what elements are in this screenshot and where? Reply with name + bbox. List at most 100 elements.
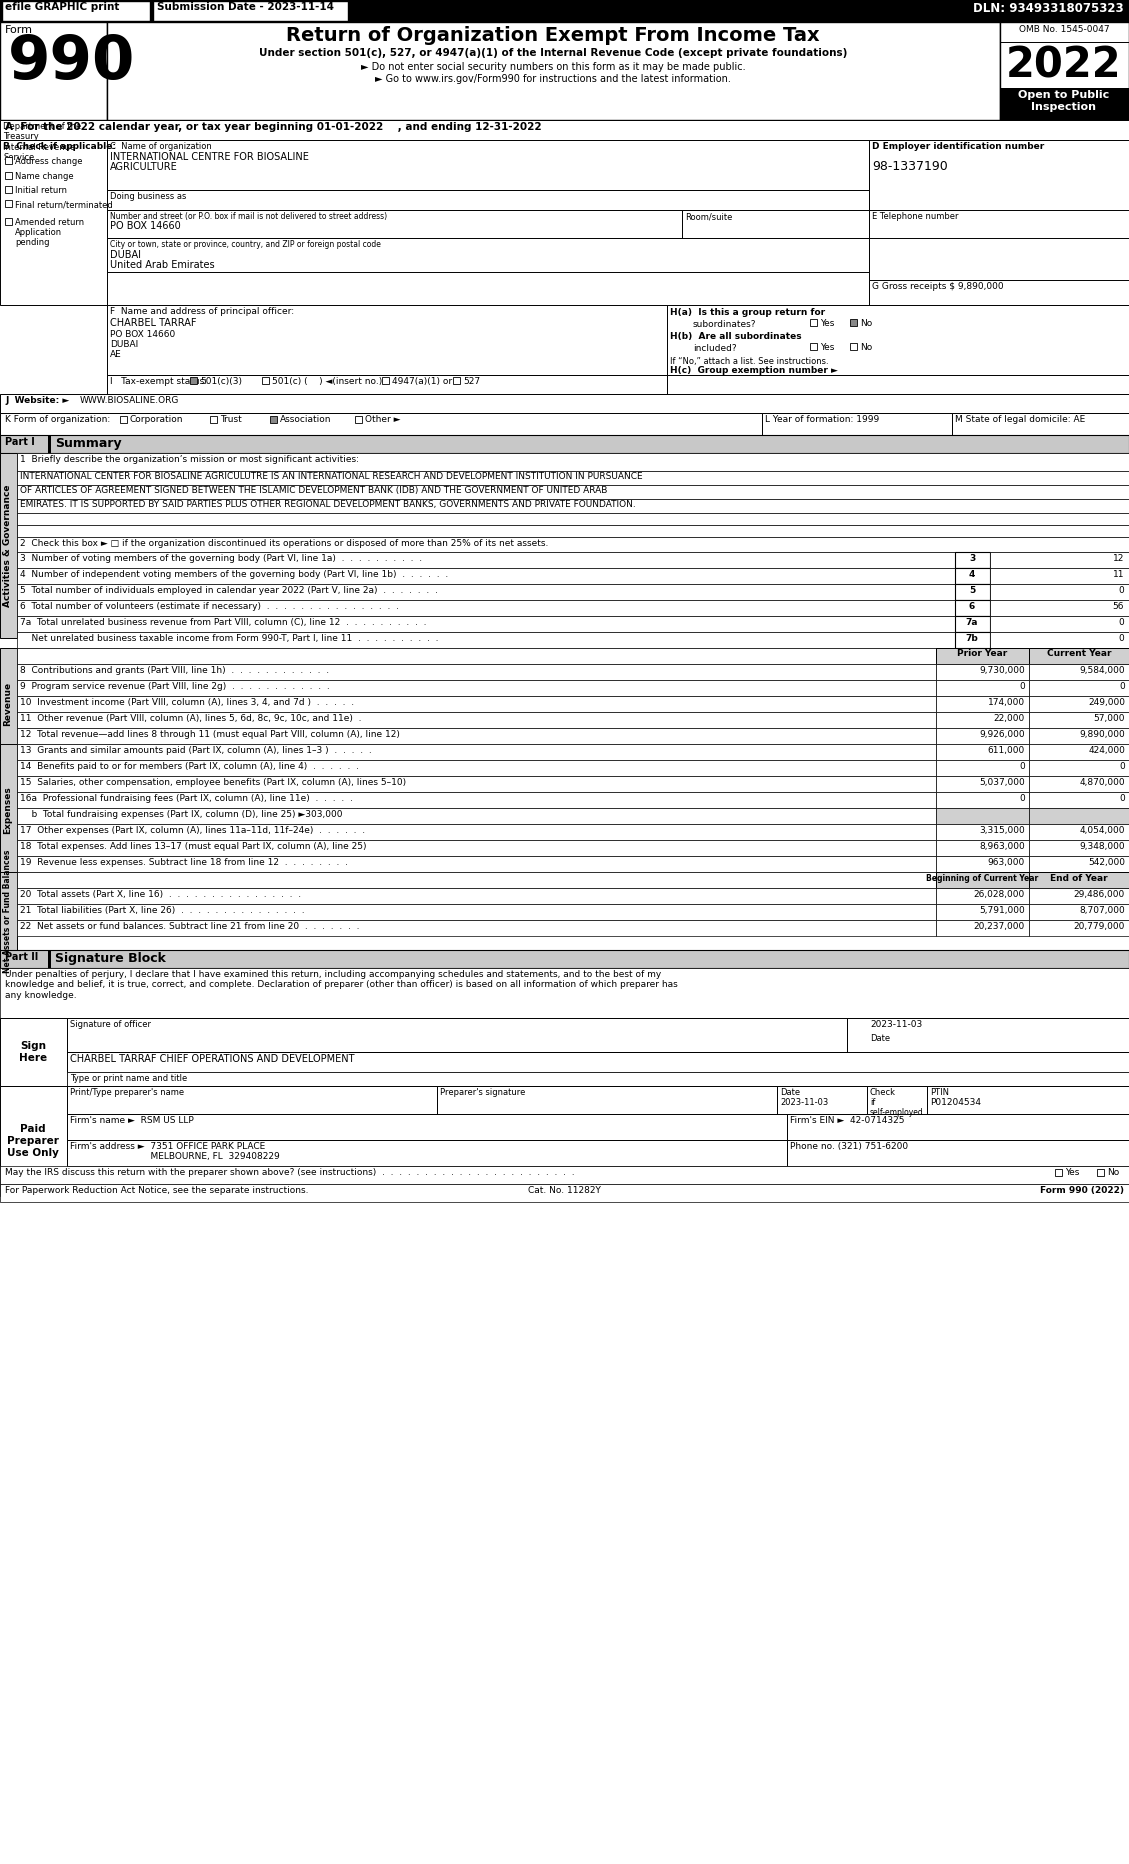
Text: E Telephone number: E Telephone number [872, 212, 959, 222]
Bar [17, 513, 1129, 526]
Bar [17, 856, 936, 872]
Bar [1000, 22, 1129, 119]
Bar [1029, 775, 1129, 792]
Text: 21  Total liabilities (Part X, line 26)  .  .  .  .  .  .  .  .  .  .  .  .  .  : 21 Total liabilities (Part X, line 26) .… [20, 906, 305, 915]
Text: Under penalties of perjury, I declare that I have examined this return, includin: Under penalties of perjury, I declare th… [5, 969, 677, 999]
Bar [850, 343, 857, 350]
Text: subordinates?: subordinates? [693, 321, 756, 330]
Bar [955, 615, 990, 632]
Text: 18  Total expenses. Add lines 13–17 (must equal Part IX, column (A), line 25): 18 Total expenses. Add lines 13–17 (must… [20, 843, 367, 852]
Text: 4,054,000: 4,054,000 [1079, 826, 1124, 835]
Bar [1029, 649, 1129, 664]
Text: End of Year: End of Year [1050, 874, 1108, 884]
Text: PTIN: PTIN [930, 1089, 949, 1098]
Bar [17, 824, 936, 841]
Text: 0: 0 [1019, 682, 1025, 692]
Bar [17, 583, 955, 600]
Text: if: if [870, 1098, 875, 1107]
Text: Check: Check [870, 1089, 896, 1098]
Bar [0, 119, 1129, 140]
Text: 14  Benefits paid to or for members (Part IX, column (A), line 4)  .  .  .  .  .: 14 Benefits paid to or for members (Part… [20, 762, 359, 772]
Text: Yes: Yes [820, 319, 834, 328]
Text: 0: 0 [1118, 619, 1124, 626]
Bar [107, 211, 682, 239]
Bar [453, 377, 460, 384]
Text: 98-1337190: 98-1337190 [872, 160, 947, 173]
Bar [787, 1141, 1129, 1167]
Text: F  Name and address of principal officer:: F Name and address of principal officer: [110, 308, 295, 317]
Bar [355, 416, 362, 423]
Bar [17, 761, 936, 775]
Bar [17, 569, 955, 583]
Bar [17, 729, 936, 744]
Text: Prior Year: Prior Year [957, 649, 1007, 658]
Text: Net unrelated business taxable income from Form 990-T, Part I, line 11  .  .  . : Net unrelated business taxable income fr… [20, 634, 438, 643]
Text: Current Year: Current Year [1047, 649, 1111, 658]
Bar [5, 218, 12, 226]
Text: AGRICULTURE: AGRICULTURE [110, 162, 177, 171]
Text: included?: included? [693, 345, 736, 352]
Text: Final return/terminated: Final return/terminated [15, 199, 113, 209]
Bar [1029, 761, 1129, 775]
Text: 22  Net assets or fund balances. Subtract line 21 from line 20  .  .  .  .  .  .: 22 Net assets or fund balances. Subtract… [20, 923, 359, 930]
Text: Signature of officer: Signature of officer [70, 1020, 151, 1029]
Text: 9  Program service revenue (Part VIII, line 2g)  .  .  .  .  .  .  .  .  .  .  .: 9 Program service revenue (Part VIII, li… [20, 682, 330, 692]
Text: 542,000: 542,000 [1088, 857, 1124, 867]
Text: A  For the 2022 calendar year, or tax year beginning 01-01-2022    , and ending : A For the 2022 calendar year, or tax yea… [5, 121, 542, 132]
Text: 4  Number of independent voting members of the governing body (Part VI, line 1b): 4 Number of independent voting members o… [20, 570, 448, 580]
Text: 2023-11-03: 2023-11-03 [870, 1020, 922, 1029]
Bar [936, 904, 1029, 921]
Bar [936, 872, 1029, 887]
Bar [936, 792, 1029, 807]
Bar [1029, 664, 1129, 680]
Text: Open to Public
Inspection: Open to Public Inspection [1018, 89, 1110, 112]
Bar [67, 1018, 847, 1051]
Bar [17, 537, 1129, 552]
Text: 963,000: 963,000 [988, 857, 1025, 867]
Bar [17, 664, 936, 680]
Text: 2022: 2022 [1006, 45, 1122, 86]
Bar [0, 1184, 1129, 1202]
Bar [437, 1087, 777, 1115]
Bar [5, 157, 12, 164]
Bar [0, 1018, 67, 1087]
Bar [17, 872, 936, 887]
Bar [17, 792, 936, 807]
Text: Cat. No. 11282Y: Cat. No. 11282Y [527, 1186, 601, 1195]
Text: 5  Total number of individuals employed in calendar year 2022 (Part V, line 2a) : 5 Total number of individuals employed i… [20, 585, 438, 595]
Text: H(b)  Are all subordinates: H(b) Are all subordinates [669, 332, 802, 341]
Bar [936, 680, 1029, 695]
Bar [120, 416, 126, 423]
Text: Part I: Part I [5, 436, 35, 447]
Text: 7a  Total unrelated business revenue from Part VIII, column (C), line 12  .  .  : 7a Total unrelated business revenue from… [20, 619, 427, 626]
Bar [936, 664, 1029, 680]
Bar [0, 393, 1129, 414]
Text: 5,037,000: 5,037,000 [979, 777, 1025, 787]
Bar [270, 416, 277, 423]
Text: Firm's address ►  7351 OFFICE PARK PLACE: Firm's address ► 7351 OFFICE PARK PLACE [70, 1143, 265, 1150]
Bar [682, 211, 869, 239]
Text: No: No [860, 343, 873, 352]
Text: 611,000: 611,000 [988, 746, 1025, 755]
Bar [2, 2, 150, 21]
Text: 7b: 7b [965, 634, 979, 643]
Bar [17, 600, 955, 615]
Bar [850, 319, 857, 326]
Bar [262, 377, 269, 384]
Text: b  Total fundraising expenses (Part IX, column (D), line 25) ►303,000: b Total fundraising expenses (Part IX, c… [20, 811, 342, 818]
Text: 5: 5 [969, 585, 975, 595]
Bar [955, 569, 990, 583]
Bar [17, 841, 936, 856]
Bar [5, 199, 12, 207]
Text: Firm's EIN ►  42-0714325: Firm's EIN ► 42-0714325 [790, 1117, 904, 1126]
Bar [17, 526, 1129, 537]
Text: 11  Other revenue (Part VIII, column (A), lines 5, 6d, 8c, 9c, 10c, and 11e)  .: 11 Other revenue (Part VIII, column (A),… [20, 714, 361, 723]
Text: 6  Total number of volunteers (estimate if necessary)  .  .  .  .  .  .  .  .  .: 6 Total number of volunteers (estimate i… [20, 602, 399, 611]
Bar [17, 695, 936, 712]
Bar [107, 306, 667, 375]
Text: DLN: 93493318075323: DLN: 93493318075323 [973, 2, 1124, 15]
Bar [955, 600, 990, 615]
Bar [1029, 680, 1129, 695]
Bar [107, 190, 869, 211]
Text: 15  Salaries, other compensation, employee benefits (Part IX, column (A), lines : 15 Salaries, other compensation, employe… [20, 777, 406, 787]
